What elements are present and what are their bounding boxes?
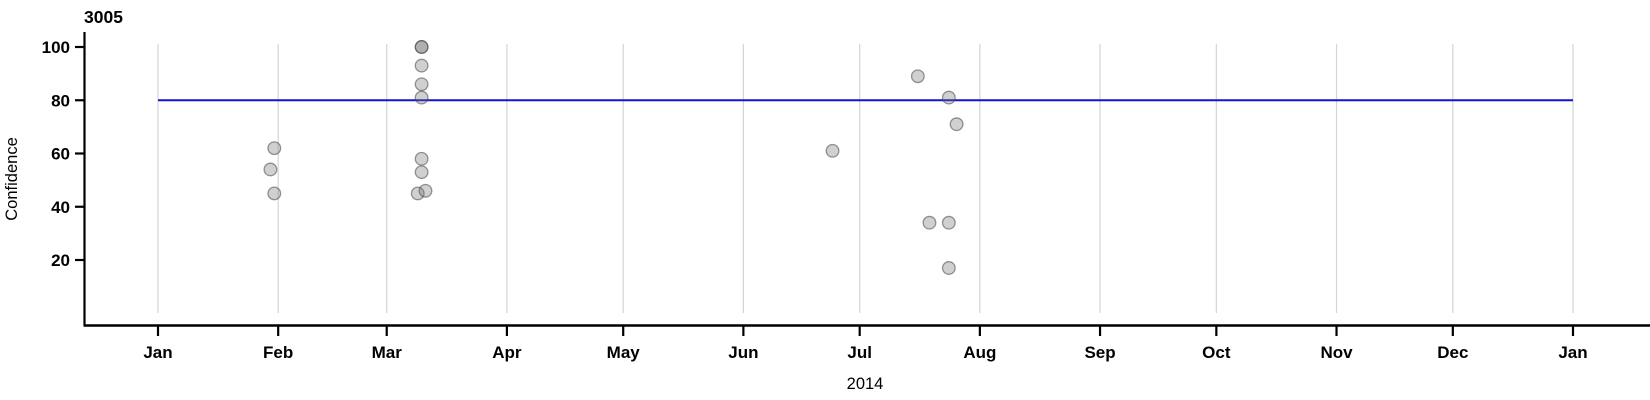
data-point bbox=[949, 117, 964, 132]
gridlines-layer bbox=[157, 44, 1574, 313]
y-tick-label: 20 bbox=[51, 251, 70, 270]
data-point bbox=[941, 261, 956, 275]
x-tick-label: Dec bbox=[1437, 343, 1468, 362]
data-point bbox=[414, 151, 429, 166]
x-tick-label: Jan bbox=[1558, 343, 1587, 362]
data-point bbox=[941, 215, 956, 230]
data-point bbox=[410, 186, 425, 201]
y-tick-label: 60 bbox=[51, 145, 70, 164]
x-tick-label: Sep bbox=[1084, 343, 1115, 362]
x-tick-label: Nov bbox=[1320, 343, 1353, 362]
x-tick-label: May bbox=[607, 343, 641, 362]
data-point bbox=[414, 77, 429, 92]
x-tick-label: Jul bbox=[847, 343, 872, 362]
y-axis-title: Confidence bbox=[3, 137, 21, 220]
x-tick-label: Aug bbox=[963, 343, 996, 362]
x-tick-label: Jun bbox=[728, 343, 758, 362]
x-axis-title: 2014 bbox=[847, 375, 884, 393]
y-tick-label: 80 bbox=[51, 91, 70, 110]
x-tick-label: Oct bbox=[1202, 343, 1231, 362]
axes-layer bbox=[75, 32, 1650, 336]
data-points-layer bbox=[263, 40, 964, 275]
data-point bbox=[825, 143, 840, 158]
tick-labels-layer: Jan Feb Mar Apr May Jun Jul Aug Sep Oct Nov Dec Jan 2… bbox=[42, 38, 1588, 362]
x-tick-label: Mar bbox=[372, 343, 403, 362]
data-point bbox=[414, 90, 429, 105]
data-point bbox=[414, 40, 429, 54]
y-tick-label: 40 bbox=[51, 198, 70, 217]
x-tick-label: Apr bbox=[492, 343, 522, 362]
data-point bbox=[922, 215, 937, 230]
data-point bbox=[267, 141, 282, 156]
data-point bbox=[414, 165, 429, 180]
data-point bbox=[418, 183, 433, 198]
data-point bbox=[267, 186, 282, 201]
data-point bbox=[941, 90, 956, 105]
chart-title: 3005 bbox=[84, 7, 123, 27]
data-point bbox=[263, 162, 278, 177]
x-tick-label: Jan bbox=[143, 343, 172, 362]
y-tick-label: 100 bbox=[42, 38, 70, 57]
data-point bbox=[910, 69, 925, 84]
x-tick-label: Feb bbox=[263, 343, 293, 362]
data-point bbox=[414, 58, 429, 73]
